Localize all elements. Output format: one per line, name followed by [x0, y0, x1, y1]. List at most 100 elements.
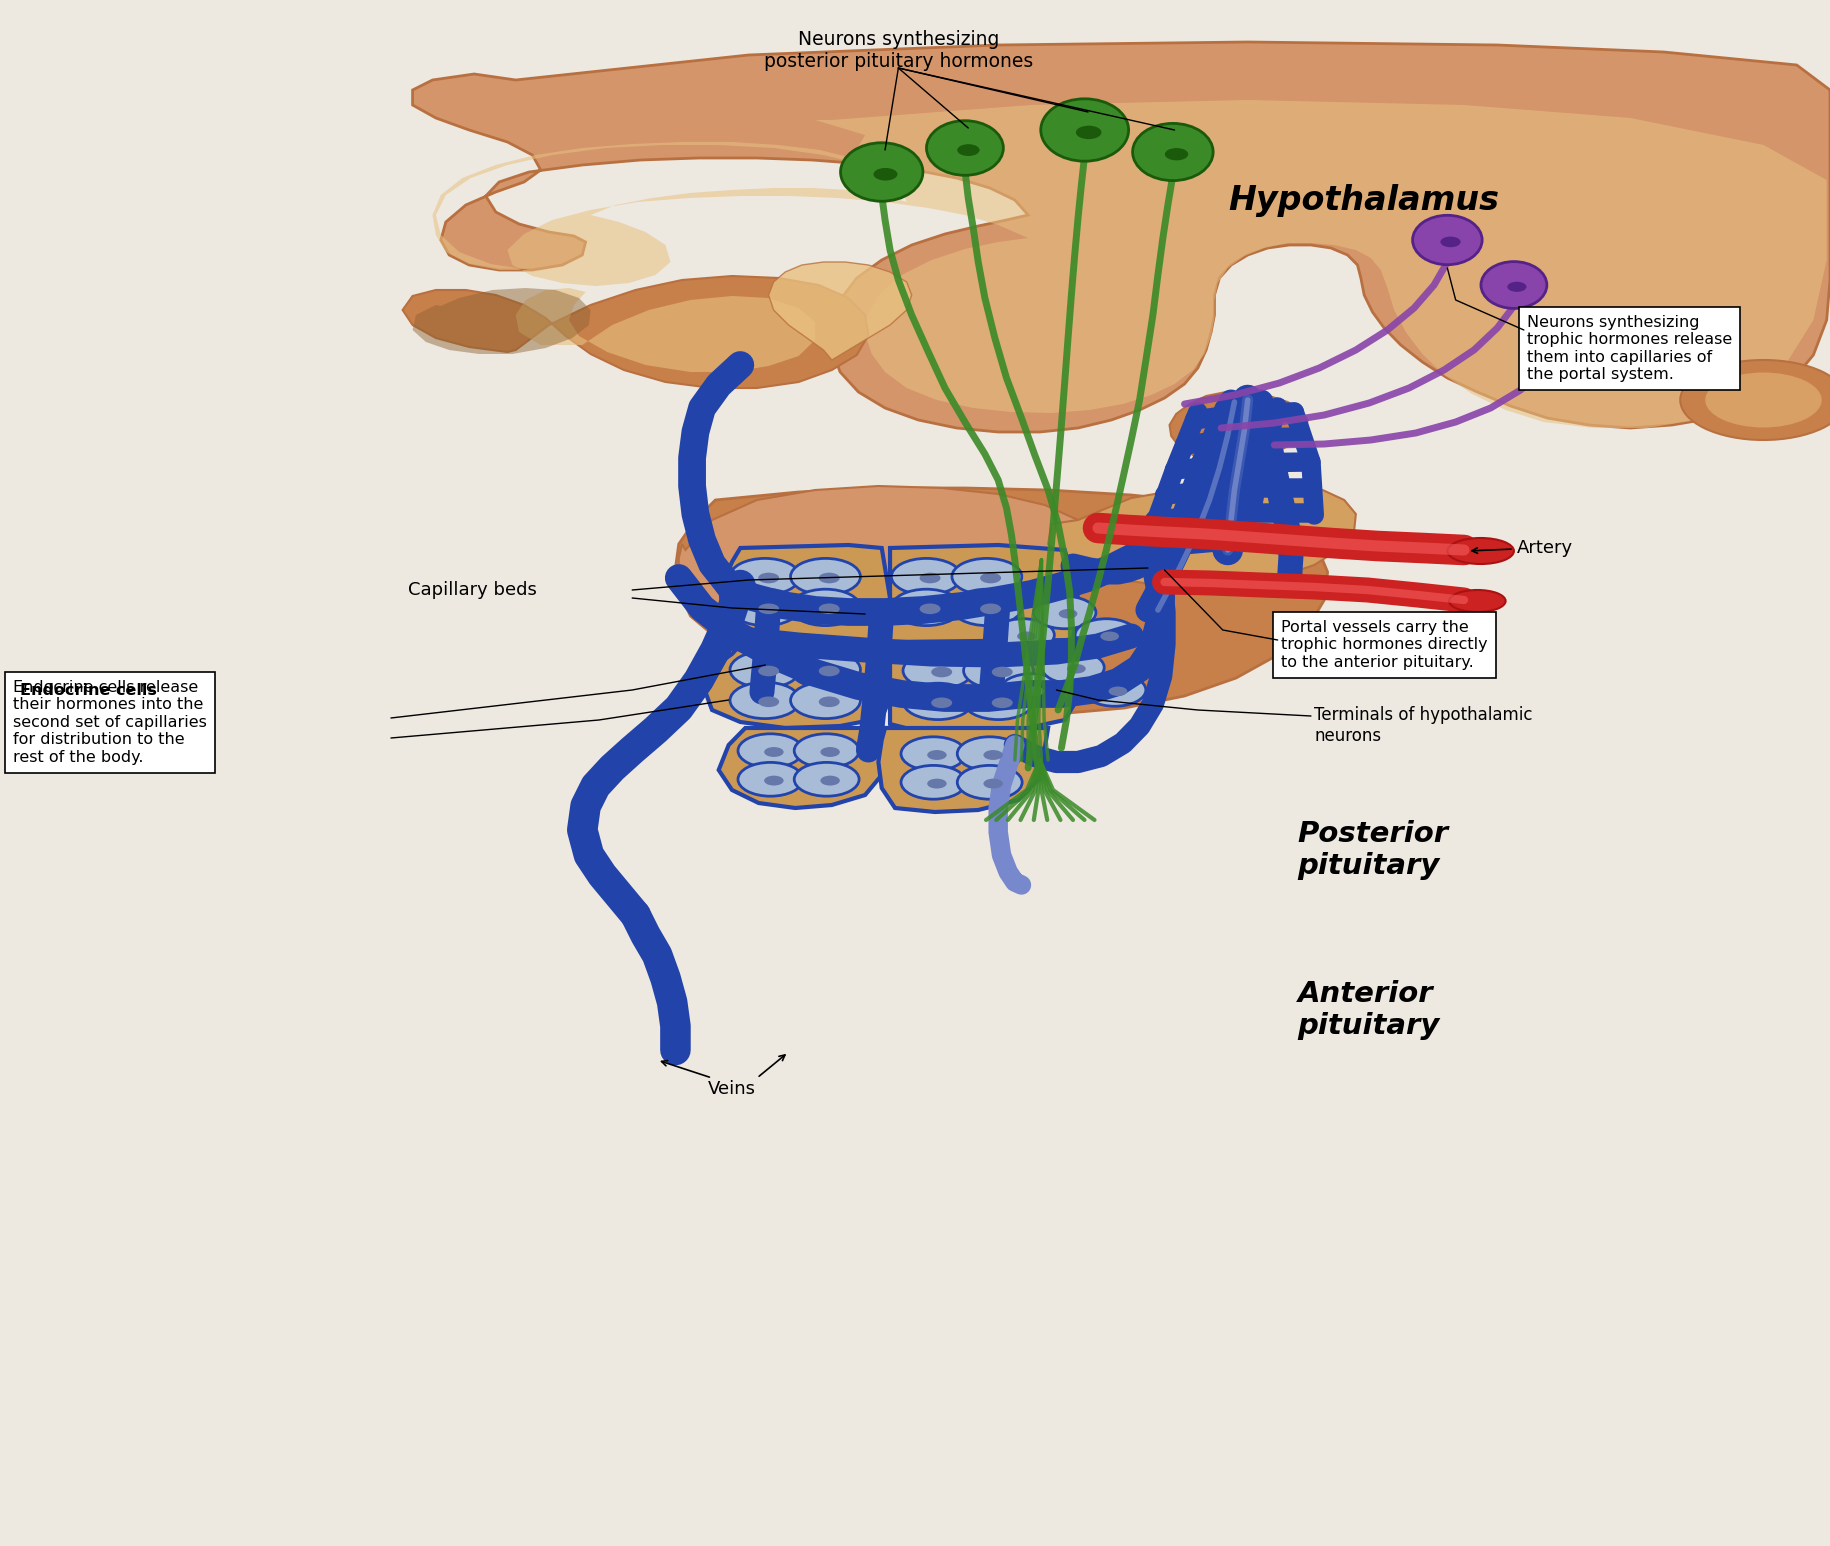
Text: Neurons synthesizing
posterior pituitary hormones: Neurons synthesizing posterior pituitary… — [763, 29, 1032, 71]
Polygon shape — [516, 288, 814, 373]
Ellipse shape — [952, 589, 1021, 626]
Ellipse shape — [730, 682, 800, 719]
Ellipse shape — [1508, 281, 1526, 292]
Ellipse shape — [1067, 663, 1085, 674]
Text: Veins: Veins — [708, 1081, 756, 1098]
Ellipse shape — [1001, 674, 1063, 707]
Polygon shape — [403, 277, 869, 388]
Ellipse shape — [1100, 631, 1118, 642]
Text: Portal vessels carry the
trophic hormones directly
to the anterior pituitary.: Portal vessels carry the trophic hormone… — [1281, 620, 1488, 669]
Polygon shape — [679, 485, 1098, 662]
Text: Posterior
pituitary: Posterior pituitary — [1297, 819, 1449, 880]
Ellipse shape — [952, 558, 1021, 595]
Ellipse shape — [992, 697, 1012, 708]
Ellipse shape — [964, 652, 1034, 690]
Text: Endocrine cells: Endocrine cells — [20, 683, 157, 697]
Polygon shape — [412, 288, 591, 354]
Ellipse shape — [919, 572, 941, 583]
Polygon shape — [1049, 484, 1356, 587]
Ellipse shape — [992, 618, 1054, 651]
Ellipse shape — [1034, 597, 1096, 629]
Ellipse shape — [926, 121, 1003, 175]
Ellipse shape — [818, 572, 840, 583]
Ellipse shape — [737, 734, 803, 768]
Ellipse shape — [981, 603, 1001, 614]
Ellipse shape — [931, 666, 952, 677]
Text: Capillary beds: Capillary beds — [408, 581, 536, 598]
Text: Neurons synthesizing
trophic hormones release
them into capillaries of
the porta: Neurons synthesizing trophic hormones re… — [1528, 315, 1733, 382]
Ellipse shape — [902, 652, 974, 690]
Polygon shape — [889, 643, 1078, 731]
Ellipse shape — [900, 737, 966, 770]
Ellipse shape — [964, 683, 1034, 719]
Text: Endocrine cells release
their hormones into the
second set of capillaries
for di: Endocrine cells release their hormones i… — [13, 680, 207, 765]
Ellipse shape — [791, 558, 860, 595]
Ellipse shape — [1041, 99, 1129, 161]
Ellipse shape — [931, 697, 952, 708]
Polygon shape — [889, 546, 1078, 642]
Ellipse shape — [957, 765, 1023, 799]
Text: Terminals of hypothalamic
neurons: Terminals of hypothalamic neurons — [1314, 707, 1534, 745]
Ellipse shape — [791, 651, 860, 688]
Polygon shape — [878, 728, 1049, 812]
Polygon shape — [719, 728, 886, 809]
Ellipse shape — [1109, 686, 1127, 696]
Ellipse shape — [1413, 215, 1482, 264]
Ellipse shape — [1060, 609, 1078, 618]
Ellipse shape — [1535, 309, 1594, 351]
Ellipse shape — [873, 169, 897, 181]
Ellipse shape — [981, 572, 1001, 583]
Text: Hypothalamus: Hypothalamus — [1228, 184, 1499, 216]
Ellipse shape — [1166, 148, 1188, 161]
Ellipse shape — [1449, 591, 1506, 612]
Ellipse shape — [902, 683, 974, 719]
Ellipse shape — [791, 589, 860, 626]
Ellipse shape — [928, 750, 946, 761]
Ellipse shape — [765, 776, 783, 785]
Ellipse shape — [1083, 674, 1146, 707]
Ellipse shape — [992, 666, 1012, 677]
Ellipse shape — [758, 666, 780, 676]
Polygon shape — [673, 489, 1327, 714]
Ellipse shape — [957, 144, 979, 156]
Ellipse shape — [794, 734, 858, 768]
Ellipse shape — [730, 558, 800, 595]
Polygon shape — [432, 100, 1826, 428]
Ellipse shape — [791, 682, 860, 719]
Polygon shape — [412, 42, 1830, 431]
Ellipse shape — [1480, 261, 1546, 308]
Ellipse shape — [758, 572, 780, 583]
Ellipse shape — [957, 737, 1023, 770]
Ellipse shape — [1017, 631, 1036, 642]
Ellipse shape — [1706, 373, 1821, 428]
Ellipse shape — [730, 589, 800, 626]
Ellipse shape — [891, 558, 961, 595]
Ellipse shape — [737, 762, 803, 796]
Polygon shape — [1169, 393, 1308, 470]
Ellipse shape — [820, 776, 840, 785]
Ellipse shape — [1133, 124, 1213, 181]
Ellipse shape — [840, 142, 922, 201]
Polygon shape — [721, 546, 889, 642]
Ellipse shape — [818, 697, 840, 707]
Ellipse shape — [1680, 360, 1830, 441]
Polygon shape — [769, 261, 911, 360]
Ellipse shape — [983, 750, 1003, 761]
Text: Artery: Artery — [1517, 540, 1574, 557]
Ellipse shape — [891, 589, 961, 626]
Ellipse shape — [1025, 686, 1045, 696]
Ellipse shape — [820, 747, 840, 758]
Text: Anterior
pituitary: Anterior pituitary — [1297, 980, 1440, 1040]
Ellipse shape — [794, 762, 858, 796]
Ellipse shape — [1557, 328, 1576, 335]
Ellipse shape — [765, 747, 783, 758]
Ellipse shape — [1440, 237, 1460, 247]
Ellipse shape — [818, 603, 840, 614]
Ellipse shape — [1041, 651, 1103, 683]
Ellipse shape — [758, 603, 780, 614]
Ellipse shape — [1076, 125, 1102, 139]
Polygon shape — [705, 645, 889, 728]
Ellipse shape — [928, 779, 946, 788]
Ellipse shape — [818, 666, 840, 676]
Ellipse shape — [730, 651, 800, 688]
